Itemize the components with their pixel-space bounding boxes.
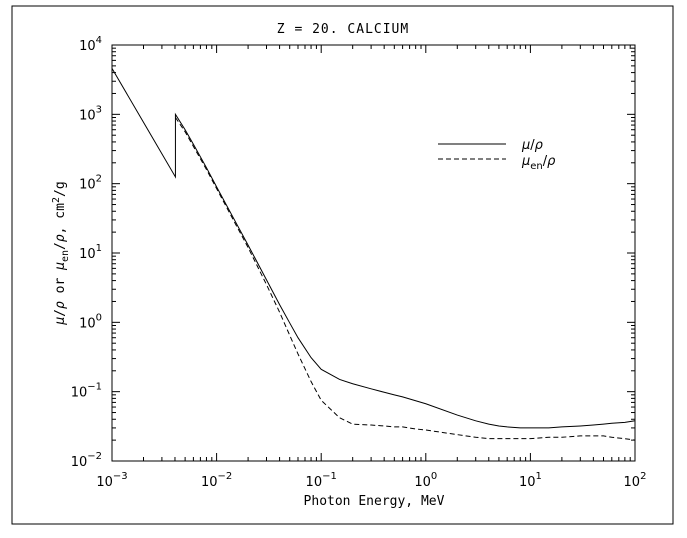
y-tick-label: 104 <box>79 35 102 54</box>
x-axis-tick-labels: 10−3 10−2 10−1 100 101 102 <box>96 471 646 490</box>
legend: μ/ρ μen/ρ <box>438 138 556 172</box>
y-tick-label: 10−2 <box>71 451 102 470</box>
y-tick-label: 10−1 <box>71 382 102 401</box>
x-tick-label: 10−2 <box>201 471 232 490</box>
plot-area-frame <box>111 44 636 462</box>
x-tick-label: 101 <box>519 471 542 490</box>
x-tick-label: 10−1 <box>306 471 337 490</box>
series-mu-rho-line <box>111 68 636 429</box>
x-tick-label: 10−3 <box>96 471 127 490</box>
y-tick-label: 103 <box>79 104 102 123</box>
y-tick-label: 100 <box>79 312 102 331</box>
y-axis-tick-labels: 10−2 10−1 100 101 102 103 104 <box>71 35 102 470</box>
y-tick-label: 102 <box>79 174 102 193</box>
series-mu-en-rho-line <box>175 117 636 441</box>
legend-label-mu-rho: μ/ρ <box>521 138 544 153</box>
legend-label-mu-en-rho: μen/ρ <box>521 154 556 172</box>
axis-ticks <box>111 44 636 462</box>
x-tick-label: 102 <box>624 471 647 490</box>
chart-title: Z = 20. CALCIUM <box>277 22 409 37</box>
outer-border <box>11 5 674 525</box>
y-axis-label: μ/ρ or μen/ρ, cm2/g <box>51 181 71 325</box>
x-tick-label: 100 <box>414 471 437 490</box>
series-group <box>111 68 636 441</box>
x-axis-label: Photon Energy, MeV <box>304 494 445 509</box>
y-tick-label: 101 <box>79 243 102 262</box>
